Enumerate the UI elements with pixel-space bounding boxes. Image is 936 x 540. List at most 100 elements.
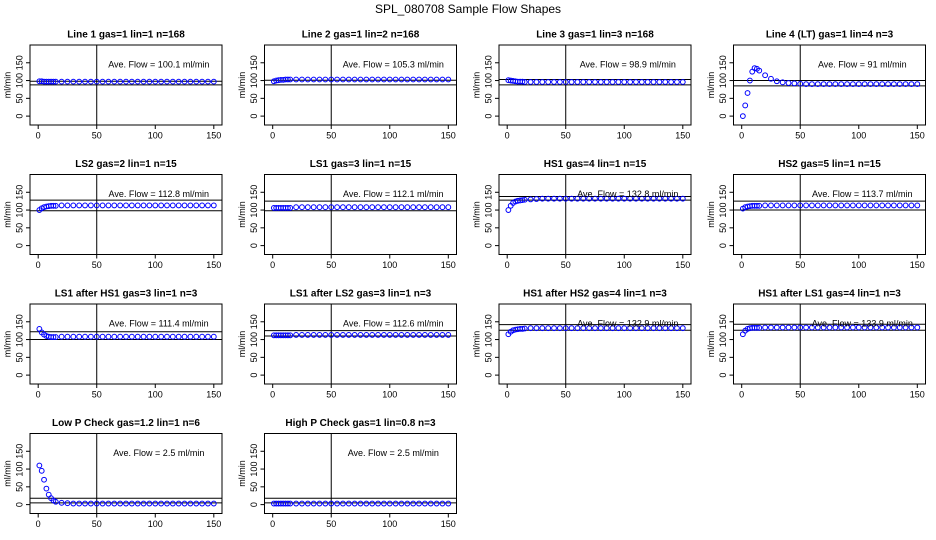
y-tick-label: 150: [249, 185, 259, 200]
y-axis-label: ml/min: [237, 331, 247, 358]
data-point: [416, 76, 422, 83]
x-tick-label: 150: [206, 260, 221, 270]
data-point: [193, 202, 200, 209]
data-point: [580, 195, 587, 202]
data-point: [809, 81, 815, 88]
data-point: [304, 500, 311, 507]
data-point: [398, 204, 405, 211]
data-point: [322, 500, 329, 507]
data-point: [169, 78, 176, 85]
data-point: [621, 325, 628, 332]
data-point: [838, 324, 845, 331]
y-tick-label: 0: [249, 114, 259, 119]
y-tick-label: 100: [483, 73, 493, 88]
y-axis-label: ml/min: [2, 460, 12, 487]
data-point: [674, 79, 680, 85]
data-point: [293, 332, 300, 338]
data-point: [850, 81, 856, 88]
annotation: Ave. Flow = 112.6 ml/min: [343, 318, 443, 328]
data-point: [205, 500, 211, 507]
data-point: [134, 500, 141, 507]
data-point: [299, 500, 305, 507]
data-point: [638, 79, 645, 85]
data-point: [809, 202, 815, 209]
data-point: [340, 76, 346, 83]
data-point: [175, 333, 182, 340]
data-point: [58, 78, 65, 85]
data-point: [146, 202, 153, 209]
x-tick-label: 100: [148, 130, 163, 140]
data-point: [768, 75, 774, 82]
data-point: [855, 324, 862, 331]
y-tick-label: 0: [483, 243, 493, 248]
data-point: [70, 500, 77, 507]
data-point: [404, 204, 411, 211]
x-tick-label: 100: [148, 260, 163, 270]
data-point: [328, 204, 335, 211]
y-tick-label: 150: [14, 55, 24, 70]
x-tick-label: 50: [92, 389, 102, 399]
data-point: [58, 202, 65, 209]
data-point: [87, 202, 94, 209]
data-point: [70, 78, 77, 85]
annotation: Ave. Flow = 100.1 ml/min: [108, 59, 209, 69]
data-point: [873, 202, 880, 209]
data-point: [445, 204, 452, 211]
data-point: [328, 332, 335, 338]
data-point: [421, 332, 428, 338]
data-point: [890, 324, 897, 331]
x-tick-label: 50: [92, 130, 102, 140]
data-point: [351, 500, 358, 507]
data-point: [357, 332, 364, 338]
data-point: [551, 79, 557, 85]
data-point: [850, 324, 856, 331]
data-point: [293, 500, 300, 507]
data-point: [568, 79, 575, 85]
data-point: [386, 76, 393, 83]
data-point: [742, 102, 749, 109]
data-point: [316, 204, 323, 211]
y-axis-label: ml/min: [706, 72, 716, 99]
data-point: [181, 78, 188, 85]
x-tick-label: 0: [270, 260, 275, 270]
data-point: [890, 202, 897, 209]
x-tick-label: 150: [206, 130, 221, 140]
data-point: [105, 500, 112, 507]
data-point: [134, 202, 141, 209]
data-point: [369, 76, 376, 83]
data-point: [164, 333, 170, 340]
data-point: [334, 500, 340, 507]
data-point: [76, 78, 83, 85]
data-point: [844, 202, 850, 209]
data-point: [873, 324, 880, 331]
data-point: [117, 78, 124, 85]
y-tick-label: 0: [718, 243, 728, 248]
x-tick-label: 100: [617, 260, 632, 270]
x-tick-label: 50: [795, 260, 805, 270]
data-point: [105, 333, 112, 340]
data-point: [762, 202, 769, 209]
y-axis-label: ml/min: [237, 460, 247, 487]
y-tick-label: 100: [249, 73, 259, 88]
data-point: [340, 500, 346, 507]
data-point: [381, 76, 387, 83]
data-point: [826, 81, 833, 88]
data-point: [445, 76, 452, 83]
data-point: [754, 324, 760, 331]
data-point: [838, 81, 845, 88]
x-tick-label: 50: [326, 260, 336, 270]
data-point: [41, 476, 47, 483]
plot-frame: [733, 303, 926, 385]
annotation: Ave. Flow = 98.9 ml/min: [580, 59, 676, 69]
data-point: [386, 332, 393, 338]
data-point: [826, 202, 833, 209]
data-point: [867, 81, 874, 88]
y-tick-label: 50: [483, 352, 493, 362]
data-point: [421, 76, 428, 83]
data-point: [832, 202, 839, 209]
data-point: [123, 500, 129, 507]
data-point: [152, 333, 159, 340]
data-point: [187, 202, 194, 209]
data-point: [64, 78, 71, 85]
y-tick-label: 50: [483, 93, 493, 103]
